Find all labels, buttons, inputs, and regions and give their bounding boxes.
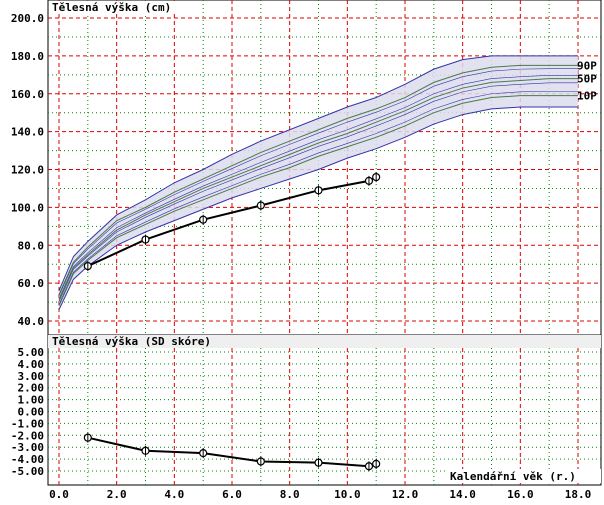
x-tick: 18.0	[565, 488, 592, 501]
p10-line	[58, 95, 578, 307]
sd-plot-area	[47, 334, 602, 486]
height-y-tick: 60.0	[18, 277, 45, 290]
sd-y-tick: 2.00	[18, 382, 45, 395]
sd-y-tick: -2.00	[11, 429, 44, 442]
height-y-tick: 160.0	[11, 88, 44, 101]
sd-y-tick: -5.00	[11, 465, 44, 478]
x-tick: 10.0	[334, 488, 361, 501]
percentile-label: 50P	[577, 73, 597, 86]
sd-y-tick: -4.00	[11, 453, 44, 466]
x-tick: 14.0	[449, 488, 476, 501]
height-y-tick: 120.0	[11, 164, 44, 177]
x-axis-label-bg	[446, 469, 601, 483]
percentile-band	[58, 55, 578, 310]
height-y-tick-labels: 40.0 60.0 80.0 100.0 120.0 140.0 160.0 180.0 200…	[11, 12, 44, 328]
x-tick: 2.0	[107, 488, 127, 501]
height-y-tick: 200.0	[11, 12, 44, 25]
p50-line	[58, 78, 578, 301]
sd-y-tick: -1.00	[11, 417, 44, 430]
height-series	[83, 172, 381, 272]
height-y-tick: 100.0	[11, 201, 44, 214]
height-panel: 40.0 60.0 80.0 100.0 120.0 140.0 160.0 180.0 200…	[11, 0, 602, 336]
sd-y-tick: 1.00	[18, 394, 45, 407]
percentile-label: 10P	[577, 90, 597, 103]
band-line	[58, 74, 578, 299]
height-y-tick: 180.0	[11, 50, 44, 63]
band-line	[58, 82, 578, 302]
sd-y-tick: 3.00	[18, 370, 45, 383]
p90-line	[58, 64, 578, 295]
sd-title: Tělesná výška (SD skóre)	[52, 335, 211, 348]
sd-y-tick: 0.00	[18, 406, 45, 419]
x-tick: 12.0	[392, 488, 419, 501]
sd-y-tick: 4.00	[18, 358, 45, 371]
sd-top-shade	[48, 335, 601, 348]
band-line	[58, 91, 578, 305]
height-y-tick: 40.0	[18, 315, 45, 328]
sd-panel: 5.004.003.002.001.000.00-1.00-2.00-3.00-…	[11, 334, 602, 486]
x-tick: 0.0	[49, 488, 69, 501]
sd-y-tick: 5.00	[18, 346, 45, 359]
x-tick: 16.0	[507, 488, 534, 501]
sd-y-tick: -3.00	[11, 441, 44, 454]
x-tick: 8.0	[280, 488, 300, 501]
height-title-bg	[50, 1, 196, 14]
x-axis-label: Kalendářní věk (r.)	[450, 470, 576, 483]
sd-series	[83, 432, 381, 472]
height-y-tick: 140.0	[11, 126, 44, 139]
height-title: Tělesná výška (cm)	[52, 1, 171, 14]
band-upper-edge	[58, 55, 578, 291]
x-tick: 4.0	[164, 488, 184, 501]
height-y-tick: 80.0	[18, 239, 45, 252]
x-tick-labels: 0.0 2.0 4.0 6.0 8.0 10.0 12.0 14.0 16.0 18.0	[49, 488, 591, 501]
sd-y-tick-labels: 5.004.003.002.001.000.00-1.00-2.00-3.00-…	[11, 346, 44, 478]
x-tick: 6.0	[222, 488, 242, 501]
band-line	[58, 68, 578, 297]
percentile-label: 90P	[577, 59, 597, 72]
band-lower-edge	[58, 106, 578, 310]
